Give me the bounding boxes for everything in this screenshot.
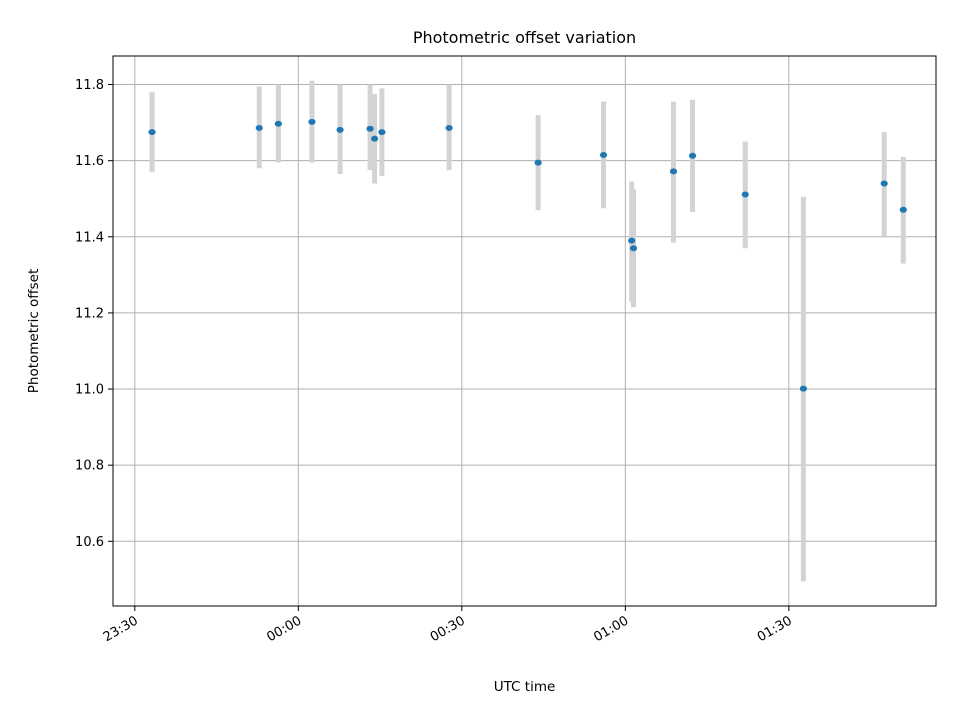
data-point [148,129,156,136]
x-axis-label: UTC time [494,679,556,695]
data-point [534,159,542,166]
data-points [148,118,907,392]
data-point [336,126,344,133]
data-point [371,135,379,142]
data-point [255,124,263,131]
chart-title: Photometric offset variation [413,28,636,47]
data-point [669,168,678,175]
data-point [899,206,907,213]
y-axis-ticks: 10.6 10.8 11.0 11.2 11.4 11.6 11.8 [75,78,113,550]
y-tick-label: 11.6 [75,154,104,169]
y-tick-label: 11.8 [75,78,104,93]
plot-frame [112,55,937,607]
data-point [274,120,282,127]
data-point [366,125,374,132]
data-point [445,124,453,131]
grid [113,56,936,606]
data-point [880,180,888,187]
data-point [599,151,608,158]
data-point [378,129,386,136]
data-point [629,245,638,252]
y-axis-label: Photometric offset [26,269,42,393]
data-point [741,191,749,198]
data-point [688,152,697,159]
y-tick-label: 11.2 [75,306,104,321]
y-tick-label: 10.8 [75,459,104,474]
data-point [628,237,636,244]
y-tick-label: 10.6 [75,535,104,550]
data-point [308,118,316,125]
y-tick-label: 11.0 [75,383,104,398]
data-point [799,385,807,392]
y-tick-label: 11.4 [75,230,104,245]
